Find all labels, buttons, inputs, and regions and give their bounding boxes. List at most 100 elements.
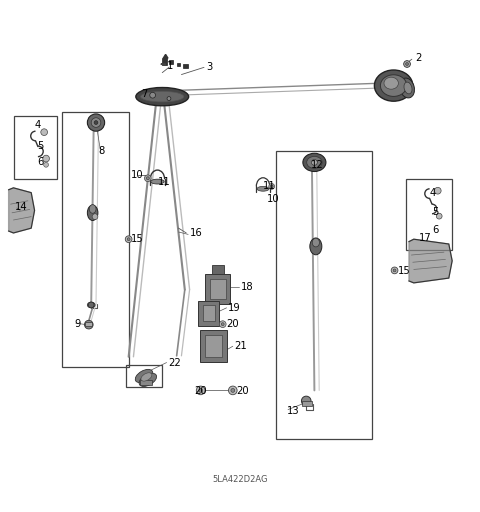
Ellipse shape: [404, 82, 412, 94]
Text: 10: 10: [267, 195, 280, 204]
Text: 11: 11: [263, 181, 276, 191]
Text: 6: 6: [37, 157, 44, 167]
Ellipse shape: [89, 205, 96, 214]
Circle shape: [312, 160, 317, 165]
Ellipse shape: [87, 302, 95, 308]
Circle shape: [199, 389, 203, 392]
Text: 12: 12: [311, 160, 324, 170]
Text: 22: 22: [168, 357, 181, 368]
Text: 4: 4: [430, 187, 436, 198]
Bar: [62, 112, 129, 368]
Circle shape: [270, 185, 273, 188]
Polygon shape: [163, 54, 168, 58]
Text: 2: 2: [415, 53, 421, 63]
Ellipse shape: [141, 91, 184, 102]
Circle shape: [88, 302, 94, 308]
Circle shape: [84, 321, 93, 329]
Circle shape: [43, 155, 49, 162]
Circle shape: [87, 114, 105, 131]
Text: 9: 9: [74, 319, 81, 329]
Text: 3: 3: [206, 62, 213, 72]
Bar: [200, 330, 227, 361]
Ellipse shape: [141, 373, 152, 381]
Circle shape: [94, 121, 98, 124]
Bar: [212, 265, 224, 274]
Text: 11: 11: [157, 177, 170, 186]
Text: 8: 8: [98, 146, 105, 156]
Bar: [177, 62, 180, 67]
Circle shape: [150, 92, 156, 98]
Circle shape: [231, 389, 235, 392]
Circle shape: [436, 214, 442, 219]
Ellipse shape: [139, 373, 156, 387]
Text: 10: 10: [131, 170, 143, 180]
Circle shape: [127, 238, 130, 241]
Circle shape: [91, 118, 101, 127]
Bar: [198, 301, 219, 326]
Text: 15: 15: [131, 234, 144, 244]
Bar: [276, 152, 372, 439]
Text: 20: 20: [227, 319, 239, 329]
Ellipse shape: [374, 70, 413, 101]
Ellipse shape: [136, 88, 189, 106]
Text: 14: 14: [14, 202, 27, 212]
Text: 16: 16: [190, 228, 203, 238]
Circle shape: [221, 323, 224, 326]
Circle shape: [167, 97, 171, 100]
Bar: [85, 322, 92, 326]
Text: 21: 21: [234, 341, 247, 351]
Polygon shape: [9, 188, 35, 233]
Bar: [126, 366, 162, 387]
Text: 15: 15: [397, 266, 410, 276]
Text: 20: 20: [236, 387, 249, 396]
Circle shape: [301, 396, 311, 406]
Text: 7: 7: [142, 89, 148, 99]
Bar: [183, 64, 188, 68]
Polygon shape: [409, 239, 452, 283]
Ellipse shape: [135, 369, 153, 382]
Bar: [169, 60, 173, 64]
Text: 18: 18: [241, 282, 253, 292]
Bar: [302, 401, 312, 406]
Ellipse shape: [384, 77, 398, 89]
Bar: [140, 380, 152, 385]
Text: 6: 6: [432, 225, 438, 234]
Circle shape: [144, 175, 151, 182]
Bar: [162, 58, 167, 65]
Ellipse shape: [151, 179, 164, 184]
Text: 5LA422D2AG: 5LA422D2AG: [212, 475, 268, 484]
Circle shape: [393, 269, 396, 272]
Bar: [205, 335, 222, 357]
Circle shape: [434, 187, 441, 194]
Text: 13: 13: [287, 406, 299, 416]
Bar: [210, 279, 226, 299]
Ellipse shape: [307, 156, 322, 168]
Bar: [203, 306, 215, 321]
Circle shape: [404, 60, 410, 68]
Circle shape: [219, 321, 226, 328]
Text: 4: 4: [35, 120, 41, 131]
Circle shape: [125, 236, 132, 243]
Bar: [205, 274, 230, 304]
Bar: [14, 116, 57, 179]
Circle shape: [41, 129, 48, 136]
Circle shape: [92, 214, 98, 220]
Ellipse shape: [257, 186, 269, 191]
Text: 5: 5: [37, 141, 44, 151]
Ellipse shape: [312, 238, 320, 247]
Text: 5: 5: [432, 207, 438, 217]
Circle shape: [146, 177, 149, 180]
Ellipse shape: [303, 153, 326, 172]
Ellipse shape: [380, 75, 407, 96]
Polygon shape: [161, 64, 166, 65]
Text: 17: 17: [419, 233, 432, 243]
Text: 19: 19: [228, 303, 241, 313]
Text: 20: 20: [194, 387, 206, 396]
Ellipse shape: [400, 78, 414, 98]
Circle shape: [44, 162, 48, 167]
Circle shape: [228, 386, 237, 395]
Ellipse shape: [87, 205, 98, 221]
Circle shape: [196, 386, 205, 395]
Ellipse shape: [310, 238, 322, 255]
Circle shape: [391, 267, 398, 274]
